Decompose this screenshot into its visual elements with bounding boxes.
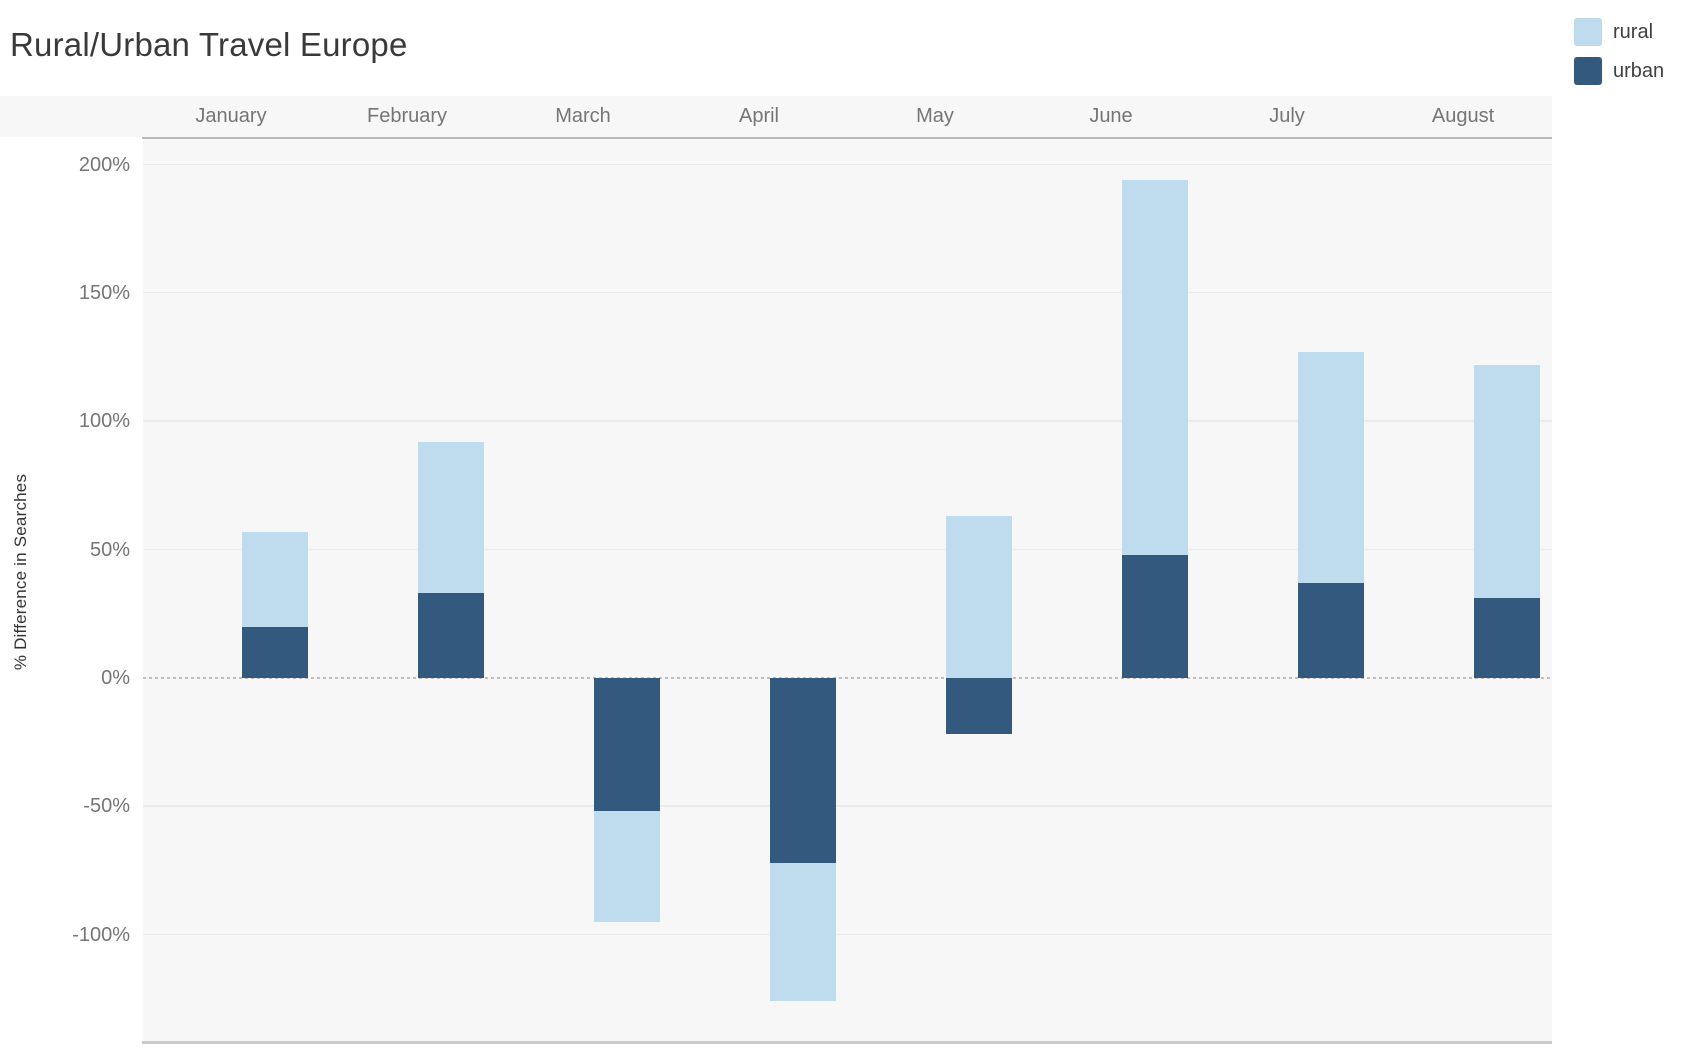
ytick-label--100: -100% <box>72 923 130 946</box>
bar-segment-rural-march[interactable] <box>594 811 660 922</box>
legend-label-rural: rural <box>1613 20 1654 43</box>
ytick-label-0: 0% <box>101 666 130 689</box>
bar-segment-urban-january[interactable] <box>242 626 308 678</box>
ytick-label-150: 150% <box>78 281 130 304</box>
legend-label-urban: urban <box>1613 59 1665 82</box>
month-header-june[interactable]: June <box>1089 105 1133 127</box>
month-header-july[interactable]: July <box>1269 105 1305 127</box>
month-header-march[interactable]: March <box>555 105 611 127</box>
bar-segment-urban-april[interactable] <box>770 677 836 863</box>
bar-segment-rural-may[interactable] <box>946 516 1012 678</box>
legend-item-rural[interactable]: rural <box>1574 18 1653 46</box>
gridline-150 <box>143 291 1552 294</box>
bar-segment-urban-august[interactable] <box>1474 598 1540 678</box>
x-axis-line <box>142 1041 1552 1044</box>
zero-line <box>143 676 1552 679</box>
month-header-january[interactable]: January <box>195 105 267 127</box>
bar-segment-urban-march[interactable] <box>594 677 660 812</box>
gridline-50 <box>143 548 1552 551</box>
bar-segment-rural-july[interactable] <box>1298 351 1364 583</box>
legend-swatch-rural[interactable] <box>1574 18 1602 46</box>
y-axis-title: % Difference in Searches <box>11 473 30 671</box>
gridline--100 <box>143 933 1552 935</box>
legend-swatch-urban[interactable] <box>1574 57 1602 85</box>
bar-segment-rural-april[interactable] <box>770 862 836 1002</box>
bar-segment-urban-july[interactable] <box>1298 582 1364 678</box>
gridline--50 <box>143 805 1552 807</box>
ytick-label-100: 100% <box>78 410 130 433</box>
bar-segment-urban-may[interactable] <box>946 677 1012 735</box>
month-header-may[interactable]: May <box>916 105 954 127</box>
gridline-100 <box>143 420 1552 422</box>
plot-area <box>143 139 1552 1041</box>
month-header-band <box>0 96 1552 137</box>
ytick-label--50: -50% <box>83 795 130 818</box>
ytick-label-50: 50% <box>89 538 130 561</box>
bar-segment-rural-january[interactable] <box>242 531 308 627</box>
bar-segment-rural-august[interactable] <box>1474 364 1540 599</box>
ytick-label-200: 200% <box>78 153 130 176</box>
chart-title: Rural/Urban Travel Europe <box>10 26 408 63</box>
legend-item-urban[interactable]: urban <box>1574 57 1664 85</box>
bar-segment-urban-june[interactable] <box>1122 554 1188 678</box>
month-header-february[interactable]: February <box>366 105 448 127</box>
month-header-august[interactable]: August <box>1431 105 1495 127</box>
column-header-divider <box>142 137 1552 139</box>
bar-segment-rural-february[interactable] <box>418 441 484 594</box>
gridline-200 <box>143 163 1552 166</box>
month-header-april[interactable]: April <box>738 105 779 127</box>
bar-segment-rural-june[interactable] <box>1122 180 1188 555</box>
bar-segment-urban-february[interactable] <box>418 593 484 678</box>
